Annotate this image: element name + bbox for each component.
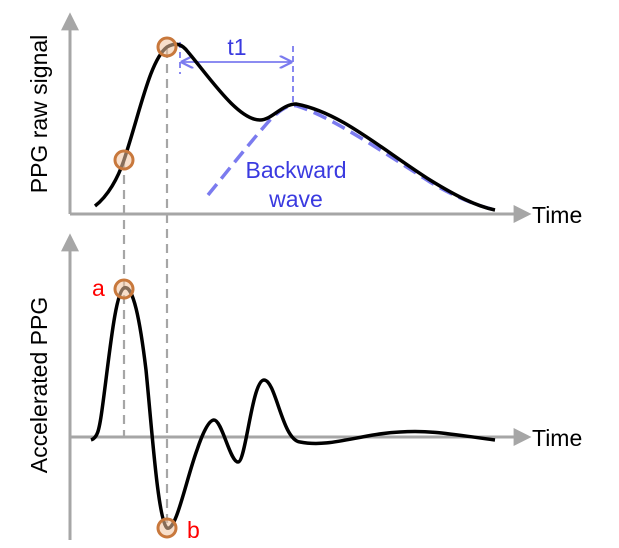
marker-raw-upstroke bbox=[113, 149, 135, 171]
marker-point-b bbox=[156, 517, 178, 539]
backward-wave-label-line2: wave bbox=[268, 186, 323, 212]
backward-wave-label-line1: Backward bbox=[246, 157, 347, 183]
top-y-axis-label: PPG raw signal bbox=[26, 35, 52, 194]
marker-point-a bbox=[113, 278, 135, 300]
point-b-label: b bbox=[187, 517, 200, 543]
marker-raw-peak bbox=[156, 36, 178, 58]
accelerated-ppg-curve bbox=[90, 286, 496, 530]
top-x-axis-label: Time bbox=[532, 202, 582, 228]
point-a-label: a bbox=[92, 275, 105, 301]
bottom-y-axis-label: Accelerated PPG bbox=[26, 297, 52, 473]
t1-label: t1 bbox=[227, 34, 246, 60]
ppg-raw-signal-curve bbox=[93, 42, 496, 212]
bottom-x-axis-label: Time bbox=[532, 425, 582, 451]
